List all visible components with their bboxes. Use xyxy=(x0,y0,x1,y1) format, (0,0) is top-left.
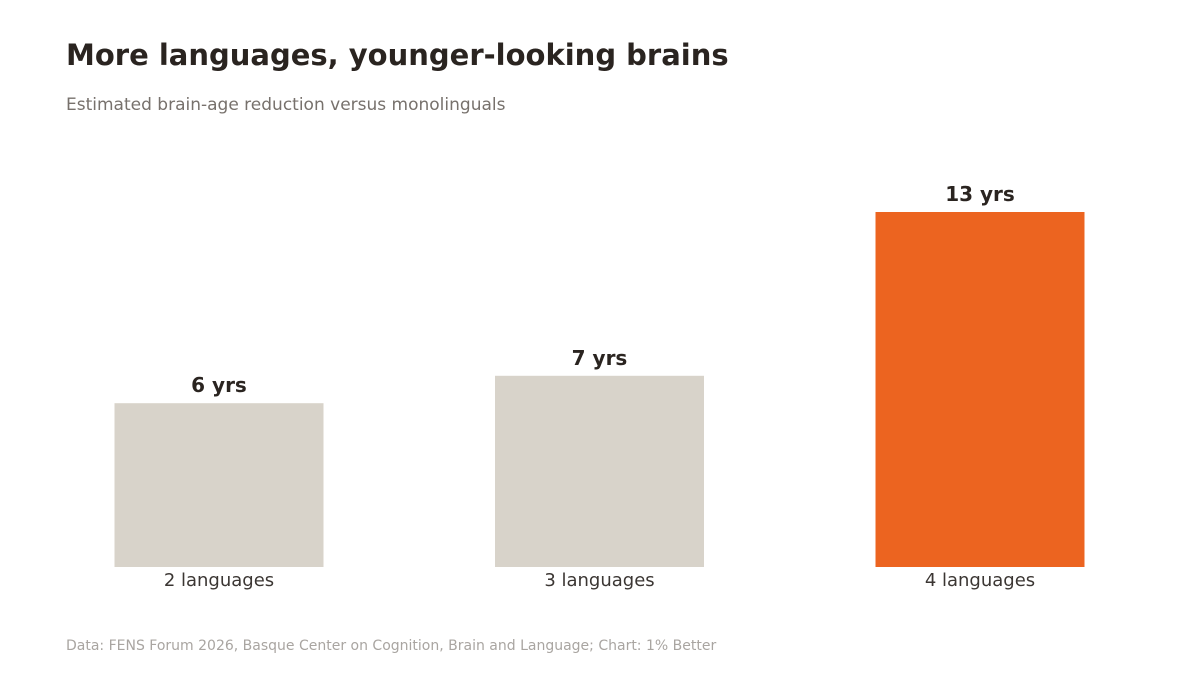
value-label-3: 13 yrs xyxy=(945,182,1015,206)
category-label-2: 3 languages xyxy=(544,570,654,591)
category-label-1: 2 languages xyxy=(164,570,274,591)
bar-3 xyxy=(875,212,1085,567)
category-label-3: 4 languages xyxy=(925,570,1035,591)
value-label-2: 7 yrs xyxy=(572,346,628,370)
value-label-1: 6 yrs xyxy=(191,373,247,397)
chart-subtitle: Estimated brain-age reduction versus mon… xyxy=(66,95,506,115)
source-note: Data: FENS Forum 2026, Basque Center on … xyxy=(66,638,717,654)
bar-1 xyxy=(114,403,324,567)
bar-2 xyxy=(495,375,704,567)
chart-title: More languages, younger-looking brains xyxy=(66,38,729,72)
